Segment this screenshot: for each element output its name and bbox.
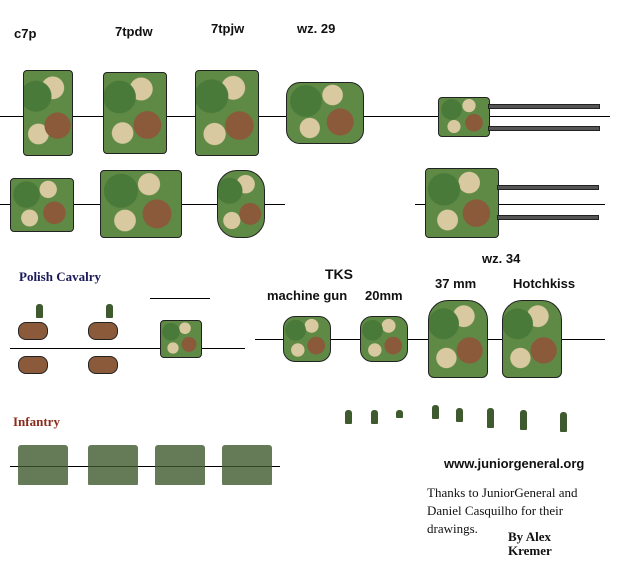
artillery-barrel	[497, 215, 599, 220]
divider-line	[150, 298, 210, 299]
armored-car-wz29	[286, 82, 364, 144]
label-machine-gun: machine gun	[267, 288, 348, 303]
soldier	[487, 408, 494, 428]
divider-line	[10, 348, 245, 349]
cavalry-horse	[18, 356, 48, 374]
label-c7p: c7p	[14, 26, 37, 41]
tank-c7p-top	[10, 178, 74, 232]
tractor-wz34	[438, 97, 490, 137]
gun-37mm	[428, 300, 488, 378]
artillery-barrel	[488, 126, 600, 131]
infantry-group	[88, 445, 138, 485]
website-link[interactable]: www.juniorgeneral.org	[444, 456, 585, 471]
label-tks: TKS	[325, 266, 353, 282]
cavalry-horse	[88, 356, 118, 374]
label-infantry: Infantry	[13, 414, 60, 429]
soldier	[520, 410, 527, 430]
divider-line	[10, 466, 280, 467]
infantry-group	[155, 445, 205, 485]
divider-line	[415, 204, 605, 205]
label-7tpjw: 7tpjw	[211, 21, 245, 36]
artillery-barrel	[497, 185, 599, 190]
cavalry-horse	[18, 322, 48, 340]
label-hotchkiss: Hotchkiss	[513, 276, 576, 291]
artillery-barrel	[488, 104, 600, 109]
cavalry-cart	[160, 320, 202, 358]
divider-line	[420, 116, 610, 117]
tks-machine-gun	[283, 316, 331, 362]
cavalry-horse	[88, 322, 118, 340]
infantry-group	[222, 445, 272, 485]
author-text: By Alex Kremer	[508, 529, 552, 558]
cavalry-rider	[106, 304, 113, 318]
label-20mm: 20mm	[365, 288, 403, 303]
thanks-text: Thanks to JuniorGeneral and Daniel Casqu…	[427, 485, 578, 536]
tank-c7p	[23, 70, 73, 156]
tks-20mm	[360, 316, 408, 362]
tractor-wz34-side	[425, 168, 499, 238]
gun-hotchkiss	[502, 300, 562, 378]
soldier	[345, 410, 352, 424]
label-wz29: wz. 29	[297, 21, 336, 36]
soldier	[560, 412, 567, 432]
infantry-group	[18, 445, 68, 485]
soldier	[432, 405, 439, 419]
tank-7tpdw-top	[100, 170, 182, 238]
label-wz34: wz. 34	[482, 251, 521, 266]
cavalry-rider	[36, 304, 43, 318]
soldier	[396, 410, 403, 418]
soldier	[456, 408, 463, 422]
tank-7tpjw	[195, 70, 259, 156]
label-polish-cavalry: Polish Cavalry	[19, 269, 101, 284]
tank-7tpjw-top	[217, 170, 265, 238]
tank-7tpdw	[103, 72, 167, 154]
label-7tpdw: 7tpdw	[115, 24, 153, 39]
soldier	[371, 410, 378, 424]
label-37mm: 37 mm	[435, 276, 477, 291]
